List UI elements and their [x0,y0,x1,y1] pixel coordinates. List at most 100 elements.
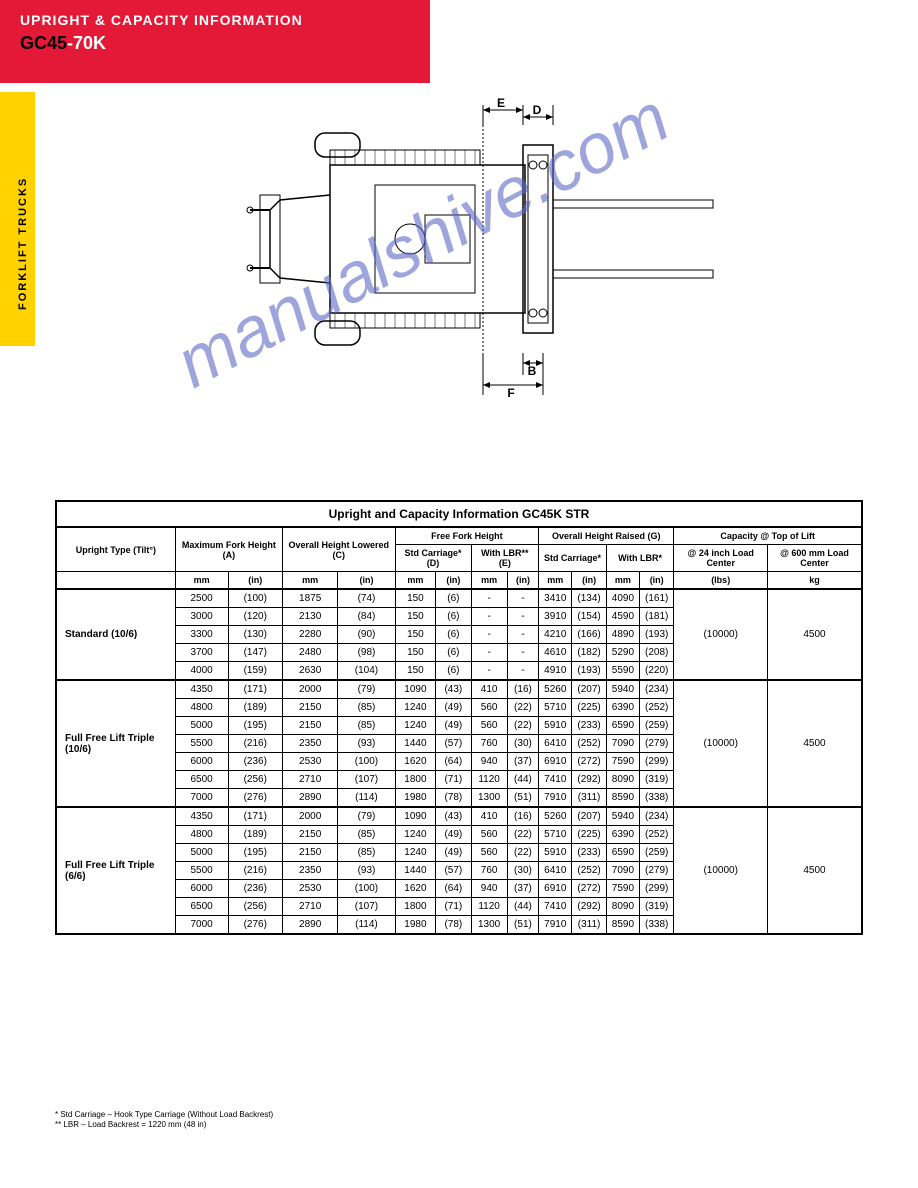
data-cell: 4210 [539,626,572,644]
data-cell: (233) [572,717,606,735]
data-cell: 940 [471,880,507,898]
data-cell: (85) [338,826,395,844]
data-cell: 2350 [283,862,338,880]
data-cell: 2150 [283,844,338,862]
data-cell: (236) [228,753,283,771]
u-in4: (in) [507,572,538,590]
u-in6: (in) [640,572,674,590]
data-cell: - [471,608,507,626]
table-row: Standard (10/6)2500(100)1875(74)150(6)--… [56,589,862,608]
th-lc24: @ 24 inch Load Center [674,545,768,572]
data-cell: - [471,662,507,681]
data-cell: 6000 [175,880,228,898]
data-cell: 8590 [606,916,639,935]
data-cell: (233) [572,844,606,862]
data-cell: (292) [572,771,606,789]
data-cell: (338) [640,916,674,935]
data-cell: (166) [572,626,606,644]
data-cell: 1800 [395,771,436,789]
data-cell: 4890 [606,626,639,644]
data-cell: (30) [507,735,538,753]
data-cell: - [471,589,507,608]
data-cell: 1440 [395,735,436,753]
data-cell: (37) [507,880,538,898]
data-cell: (49) [436,826,471,844]
table-row: Full Free Lift Triple (6/6)4350(171)2000… [56,807,862,826]
data-cell: (259) [640,844,674,862]
data-cell: 7590 [606,753,639,771]
data-cell: 5000 [175,717,228,735]
data-cell: (6) [436,608,471,626]
cap-kg: 4500 [768,807,862,934]
data-cell: 2890 [283,916,338,935]
u-mm3: mm [395,572,436,590]
cap-lbs: (10000) [674,589,768,680]
data-cell: 5940 [606,807,639,826]
data-cell: (74) [338,589,395,608]
data-cell: (22) [507,717,538,735]
data-cell: (225) [572,826,606,844]
data-cell: 1980 [395,789,436,808]
data-cell: (130) [228,626,283,644]
data-cell: (100) [338,880,395,898]
data-cell: (299) [640,753,674,771]
data-cell: (171) [228,807,283,826]
data-cell: 8090 [606,898,639,916]
u-mm6: mm [606,572,639,590]
data-cell: 5590 [606,662,639,681]
data-cell: 1440 [395,862,436,880]
data-cell: (114) [338,916,395,935]
data-cell: (252) [572,735,606,753]
data-cell: (225) [572,699,606,717]
data-cell: 6910 [539,880,572,898]
data-cell: 5710 [539,699,572,717]
data-cell: 7910 [539,916,572,935]
data-cell: 2000 [283,807,338,826]
u-in1: (in) [228,572,283,590]
data-cell: 5000 [175,844,228,862]
data-cell: (276) [228,916,283,935]
data-cell: (16) [507,807,538,826]
data-cell: 4350 [175,680,228,699]
data-cell: 6410 [539,862,572,880]
data-cell: 4910 [539,662,572,681]
data-cell: 5290 [606,644,639,662]
data-cell: 2150 [283,717,338,735]
data-cell: - [471,644,507,662]
data-cell: (279) [640,862,674,880]
data-cell: 7090 [606,862,639,880]
footnotes: * Std Carriage – Hook Type Carriage (Wit… [55,1110,273,1131]
table-body: Standard (10/6)2500(100)1875(74)150(6)--… [56,589,862,934]
data-cell: (159) [228,662,283,681]
data-cell: 2530 [283,880,338,898]
data-cell: 6590 [606,717,639,735]
data-cell: (252) [640,699,674,717]
data-cell: 2280 [283,626,338,644]
data-cell: (193) [572,662,606,681]
data-cell: - [507,608,538,626]
th-freefork: Free Fork Height [395,527,539,545]
data-cell: (78) [436,789,471,808]
data-cell: 6390 [606,699,639,717]
header-top-text: UPRIGHT & CAPACITY INFORMATION [20,12,303,28]
data-cell: 8590 [606,789,639,808]
data-cell: 410 [471,680,507,699]
header-title: GC45-70K [20,33,106,54]
data-cell: 1875 [283,589,338,608]
data-cell: 1240 [395,717,436,735]
th-stdcar-d: Std Carriage* (D) [395,545,471,572]
data-cell: (57) [436,862,471,880]
data-cell: 1240 [395,699,436,717]
data-cell: (216) [228,862,283,880]
data-cell: 6500 [175,771,228,789]
data-cell: (6) [436,662,471,681]
th-lc600: @ 600 mm Load Center [768,545,862,572]
data-cell: (51) [507,789,538,808]
cap-kg: 4500 [768,680,862,807]
data-cell: (120) [228,608,283,626]
svg-text:D: D [533,103,542,117]
data-cell: (259) [640,717,674,735]
data-cell: 5500 [175,862,228,880]
data-cell: 1980 [395,916,436,935]
data-cell: (154) [572,608,606,626]
